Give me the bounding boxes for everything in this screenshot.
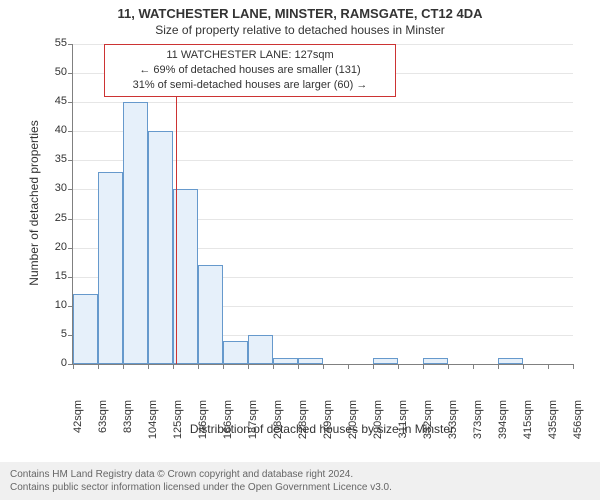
histogram-bar (298, 358, 323, 364)
x-tick (123, 364, 124, 369)
x-tick-label: 456sqm (572, 400, 584, 450)
y-tick-label: 35 (37, 153, 67, 165)
y-tick (68, 102, 73, 103)
y-tick (68, 131, 73, 132)
y-tick (68, 73, 73, 74)
x-tick (323, 364, 324, 369)
x-tick (473, 364, 474, 369)
histogram-bar (98, 172, 123, 364)
chart-title-main: 11, WATCHESTER LANE, MINSTER, RAMSGATE, … (0, 6, 600, 21)
histogram-bar (498, 358, 523, 364)
histogram-bar (273, 358, 298, 364)
y-tick-label: 30 (37, 182, 67, 194)
x-tick (523, 364, 524, 369)
y-tick (68, 189, 73, 190)
histogram-bar (173, 189, 198, 364)
x-tick (98, 364, 99, 369)
annotation-box: 11 WATCHESTER LANE: 127sqm ← 69% of deta… (104, 44, 396, 97)
y-tick-label: 20 (37, 241, 67, 253)
x-tick (223, 364, 224, 369)
x-tick (198, 364, 199, 369)
y-tick (68, 219, 73, 220)
y-axis-label: Number of detached properties (27, 103, 41, 303)
histogram-bar (148, 131, 173, 364)
x-tick (573, 364, 574, 369)
x-tick (148, 364, 149, 369)
y-tick-label: 5 (37, 328, 67, 340)
footer-line1: Contains HM Land Registry data © Crown c… (10, 468, 590, 481)
x-axis-label: Distribution of detached houses by size … (72, 422, 572, 436)
y-tick (68, 248, 73, 249)
x-tick (498, 364, 499, 369)
y-tick (68, 160, 73, 161)
gridline (73, 102, 573, 103)
annotation-line2: ← 69% of detached houses are smaller (13… (111, 63, 389, 78)
x-tick (348, 364, 349, 369)
y-tick-label: 45 (37, 95, 67, 107)
y-tick-label: 10 (37, 299, 67, 311)
footer-attribution: Contains HM Land Registry data © Crown c… (0, 462, 600, 500)
x-tick (273, 364, 274, 369)
x-tick (423, 364, 424, 369)
x-tick (398, 364, 399, 369)
y-tick (68, 44, 73, 45)
annotation-line3: 31% of semi-detached houses are larger (… (111, 78, 389, 93)
y-tick (68, 277, 73, 278)
histogram-bar (198, 265, 223, 364)
x-tick (248, 364, 249, 369)
x-tick (173, 364, 174, 369)
x-tick (373, 364, 374, 369)
y-tick-label: 55 (37, 37, 67, 49)
y-tick-label: 0 (37, 357, 67, 369)
histogram-bar (423, 358, 448, 364)
x-tick (298, 364, 299, 369)
histogram-bar (73, 294, 98, 364)
histogram-bar (248, 335, 273, 364)
footer-line2: Contains public sector information licen… (10, 481, 590, 494)
title-block: 11, WATCHESTER LANE, MINSTER, RAMSGATE, … (0, 0, 600, 37)
y-tick-label: 15 (37, 270, 67, 282)
histogram-bar (123, 102, 148, 364)
y-tick-label: 25 (37, 212, 67, 224)
x-tick (73, 364, 74, 369)
x-tick (548, 364, 549, 369)
y-tick-label: 40 (37, 124, 67, 136)
histogram-bar (373, 358, 398, 364)
annotation-line1: 11 WATCHESTER LANE: 127sqm (111, 48, 389, 63)
x-tick (448, 364, 449, 369)
chart-title-sub: Size of property relative to detached ho… (0, 23, 600, 37)
y-tick-label: 50 (37, 66, 67, 78)
histogram-bar (223, 341, 248, 364)
